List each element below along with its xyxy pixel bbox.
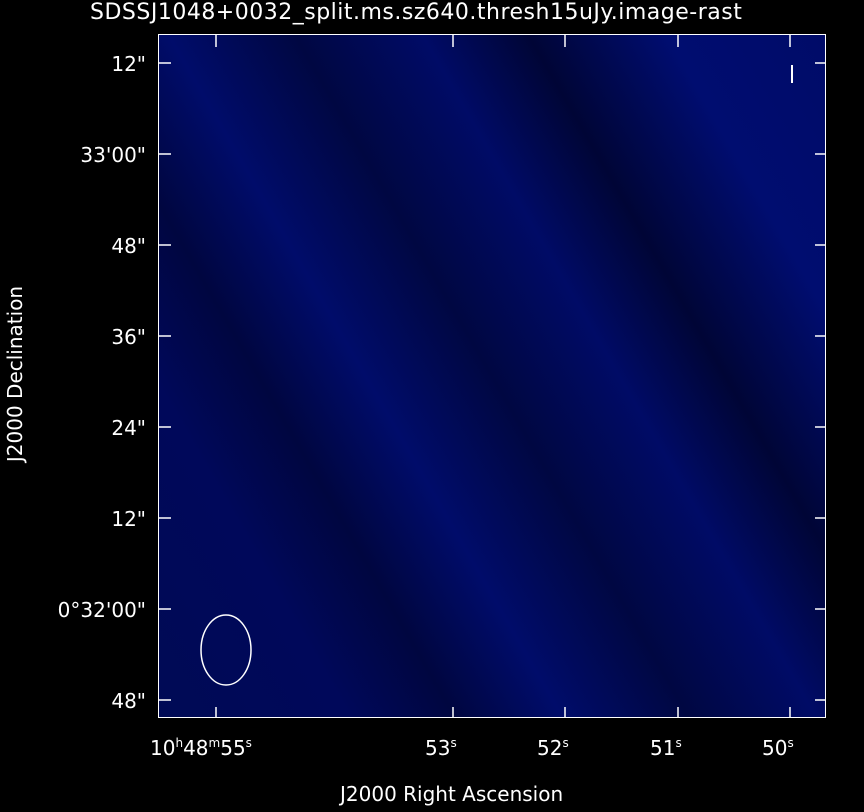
x-axis-title: J2000 Right Ascension [340, 782, 564, 806]
x-tick-label: 50s [762, 736, 794, 760]
x-tick-label: 10h48m55s [150, 736, 252, 760]
plot-overlay [159, 35, 825, 717]
x-tick-label: 53s [425, 736, 457, 760]
radio-map[interactable] [158, 34, 826, 718]
y-tick-label: 36" [111, 325, 146, 349]
x-ticks [215, 35, 791, 717]
y-axis-title: J2000 Declination [3, 285, 27, 463]
y-tick-label: 48" [111, 234, 146, 258]
x-tick-label: 52s [537, 736, 569, 760]
image-title: SDSSJ1048+0032_split.ms.sz640.thresh15uJ… [90, 0, 743, 25]
y-ticks [159, 62, 825, 701]
x-tick-label: 51s [650, 736, 682, 760]
y-tick-label: 0°32'00" [57, 598, 146, 622]
y-tick-label: 48" [111, 689, 146, 713]
y-tick-label: 24" [111, 416, 146, 440]
y-tick-label: 12" [111, 52, 146, 76]
beam-ellipse [200, 614, 252, 686]
y-tick-label: 12" [111, 507, 146, 531]
y-tick-label: 33'00" [80, 143, 146, 167]
